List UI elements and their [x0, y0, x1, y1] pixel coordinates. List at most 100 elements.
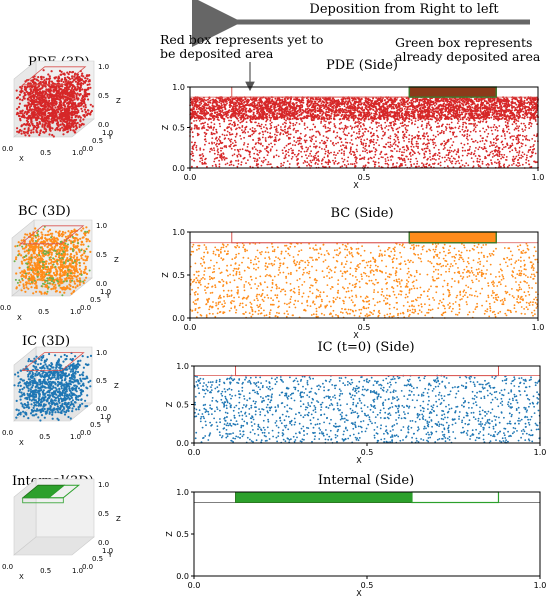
cube-point — [53, 249, 56, 252]
cube-point — [67, 102, 71, 105]
cube-point — [47, 97, 50, 100]
cube-point — [59, 364, 62, 367]
cube-point — [43, 403, 46, 406]
data-point — [427, 121, 430, 123]
cube-point — [78, 364, 81, 367]
cube-point — [21, 262, 24, 265]
cube-point — [18, 93, 21, 96]
cube-point — [38, 108, 42, 111]
cube-point — [89, 103, 92, 106]
cube-point — [43, 79, 46, 82]
data-point — [448, 152, 450, 154]
data-point — [512, 162, 515, 165]
cube-point — [59, 107, 62, 110]
data-point — [255, 148, 257, 151]
cube-point — [86, 83, 89, 86]
cube-point — [27, 129, 30, 132]
cube-point — [48, 272, 51, 274]
data-point — [323, 148, 326, 151]
data-point — [416, 126, 419, 129]
cube-point — [31, 371, 34, 375]
cube-point — [81, 102, 84, 105]
cube-point — [68, 387, 71, 390]
cube-point — [37, 238, 41, 241]
data-point — [443, 140, 446, 143]
cube-point — [46, 378, 50, 381]
cube-point — [21, 388, 24, 391]
data-point — [361, 128, 364, 131]
cube-point — [16, 130, 19, 133]
data-point — [328, 165, 331, 168]
data-point — [404, 123, 406, 126]
cube-point — [70, 292, 73, 295]
data-point — [334, 125, 336, 127]
data-point — [288, 163, 291, 165]
data-point — [520, 122, 523, 125]
cube-point — [20, 87, 23, 90]
cube-point — [27, 360, 30, 363]
cube-point — [59, 277, 62, 280]
cube-point — [78, 277, 81, 280]
cube-point — [55, 268, 58, 271]
data-point — [339, 128, 342, 130]
cube-point — [46, 400, 49, 403]
cube-point — [78, 283, 81, 286]
cube-point — [47, 233, 50, 236]
cube-y-tick-label: 0.0 — [82, 563, 93, 571]
cube-point — [63, 386, 66, 389]
cube-point — [74, 355, 77, 358]
cube-point — [32, 392, 36, 395]
data-point — [379, 153, 382, 156]
data-point — [230, 143, 232, 146]
cube-point — [66, 285, 69, 288]
cube-y-tick-label: 0.0 — [80, 304, 91, 312]
cube-point — [35, 107, 38, 110]
data-point — [355, 148, 358, 151]
data-point — [362, 165, 365, 168]
cube-point — [37, 106, 40, 109]
cube-point — [69, 247, 72, 250]
data-point — [426, 138, 429, 141]
cube-point — [24, 272, 27, 275]
data-point — [191, 141, 193, 144]
data-point — [285, 119, 287, 122]
data-point — [341, 157, 343, 160]
data-point — [491, 163, 493, 165]
data-point — [504, 135, 506, 137]
data-point — [389, 137, 392, 140]
data-point — [446, 149, 449, 152]
data-point — [394, 144, 397, 146]
cube-point — [55, 253, 58, 256]
data-point — [517, 165, 519, 168]
cube-z-axis-label: Z — [116, 515, 121, 523]
cube-point — [56, 128, 60, 131]
data-point — [320, 162, 323, 165]
data-point — [468, 134, 471, 137]
data-point — [377, 157, 380, 160]
data-point — [299, 132, 302, 135]
cube-point — [71, 70, 75, 74]
data-point — [325, 120, 327, 123]
data-point — [227, 137, 230, 140]
cube-point — [23, 112, 26, 115]
data-point — [389, 141, 392, 144]
cube-point — [72, 262, 75, 265]
cube-point — [62, 374, 65, 377]
cube-point — [30, 103, 33, 106]
cube-point — [48, 256, 51, 259]
data-point — [405, 125, 408, 127]
cube-point — [63, 110, 67, 114]
cube-point — [59, 375, 62, 378]
cube-point — [30, 79, 33, 82]
cube-point — [19, 110, 22, 113]
cube-point — [33, 247, 36, 250]
cube-point — [71, 112, 74, 115]
data-point — [438, 155, 441, 158]
cube-point — [68, 405, 71, 408]
cube-point — [24, 233, 27, 236]
cube-point — [27, 101, 30, 104]
cube-point — [38, 278, 41, 281]
cube-point — [73, 78, 76, 81]
cube-point — [58, 394, 62, 397]
data-point — [461, 154, 464, 157]
